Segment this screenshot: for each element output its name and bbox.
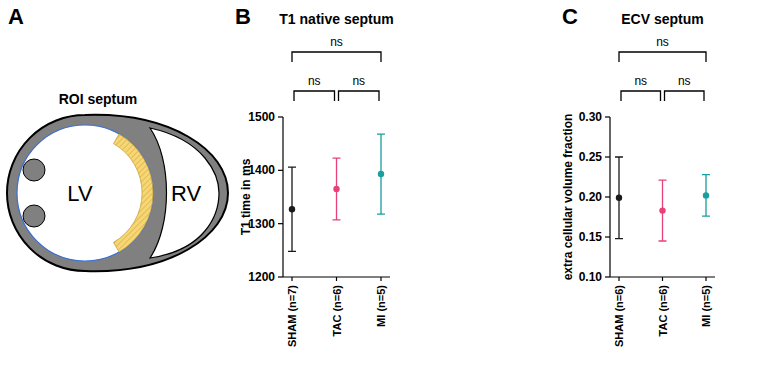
- significance-label: ns: [656, 35, 669, 49]
- significance-bracket: [294, 91, 335, 101]
- papillary-muscle: [23, 159, 45, 181]
- x-tick-label: TAC (n=6): [657, 285, 669, 337]
- panel-label: A: [8, 4, 24, 29]
- y-tick-label: 0.25: [579, 150, 603, 164]
- chart-panel: BT1 native septumT1 time in ms1200130014…: [235, 4, 394, 347]
- y-tick-label: 0.10: [579, 270, 603, 284]
- y-tick-label: 0.20: [579, 190, 603, 204]
- heart-wall: [7, 115, 228, 271]
- diagram-title: ROI septum: [59, 91, 138, 107]
- marks: [615, 157, 710, 241]
- error-bar: [333, 158, 341, 220]
- rv-cavity: [150, 128, 219, 258]
- marks: [288, 134, 385, 251]
- panel-label: B: [235, 4, 251, 29]
- lv-label: LV: [67, 181, 93, 206]
- x-tick: [662, 277, 663, 281]
- y-tick-label: 0.15: [579, 230, 603, 244]
- y-tick-label: 1400: [248, 163, 275, 177]
- y-tick: [605, 196, 610, 197]
- x-tick: [618, 277, 619, 281]
- y-axis: [282, 117, 283, 277]
- significance-label: ns: [678, 74, 691, 88]
- x-tick: [705, 277, 706, 281]
- y-tick-label: 1200: [248, 270, 275, 284]
- papillary-muscle: [23, 205, 45, 227]
- y-tick: [605, 116, 610, 117]
- x-tick: [380, 277, 381, 281]
- significance-label: ns: [308, 74, 321, 88]
- error-bar: [702, 175, 710, 217]
- y-tick-label: 1300: [248, 217, 275, 231]
- mean-point: [703, 192, 709, 198]
- y-tick: [278, 276, 283, 277]
- chart-panel: C ECV septum extra cellular volume fractio…: [561, 4, 715, 347]
- y-tick: [605, 276, 610, 277]
- figure: AROI septumLVRVBT1 native septumT1 time …: [0, 0, 763, 384]
- x-tick-label: MI (n=5): [700, 285, 712, 327]
- error-bar: [659, 180, 667, 241]
- rv-label: RV: [171, 181, 201, 206]
- significance-bracket: [292, 52, 381, 62]
- y-tick: [605, 156, 610, 157]
- y-tick-label: 0.30: [579, 110, 603, 124]
- mean-point: [333, 186, 339, 192]
- x-tick: [291, 277, 292, 281]
- x-tick-label: MI (n=5): [375, 285, 387, 327]
- significance-label: ns: [352, 74, 365, 88]
- error-bar: [288, 167, 296, 251]
- x-tick-label: SHAM (n=6): [613, 285, 625, 347]
- mean-point: [616, 195, 622, 201]
- septum-roi: [114, 134, 154, 252]
- mean-point: [659, 207, 665, 213]
- chart-title: T1 native septum: [279, 11, 393, 27]
- y-tick-label: 1500: [248, 110, 275, 124]
- x-tick: [336, 277, 337, 281]
- mean-point: [289, 206, 295, 212]
- significance-bracket: [665, 91, 705, 101]
- error-bar: [615, 157, 623, 239]
- chart-title: ECV septum: [621, 11, 703, 27]
- mean-point: [378, 171, 384, 177]
- x-tick-label: TAC (n=6): [331, 285, 343, 337]
- x-tick-label: SHAM (n=7): [286, 285, 298, 347]
- significance-label: ns: [634, 74, 647, 88]
- y-tick: [278, 170, 283, 171]
- y-tick: [278, 223, 283, 224]
- error-bar: [377, 134, 385, 214]
- significance-bracket: [619, 52, 706, 62]
- lv-cavity: [17, 125, 153, 261]
- significance-bracket: [621, 91, 661, 101]
- panel-label: C: [562, 4, 578, 29]
- y-tick: [278, 116, 283, 117]
- y-tick: [605, 236, 610, 237]
- y-axis-label: extra cellular volume fraction: [561, 114, 575, 281]
- significance-bracket: [339, 91, 380, 101]
- significance-label: ns: [330, 35, 343, 49]
